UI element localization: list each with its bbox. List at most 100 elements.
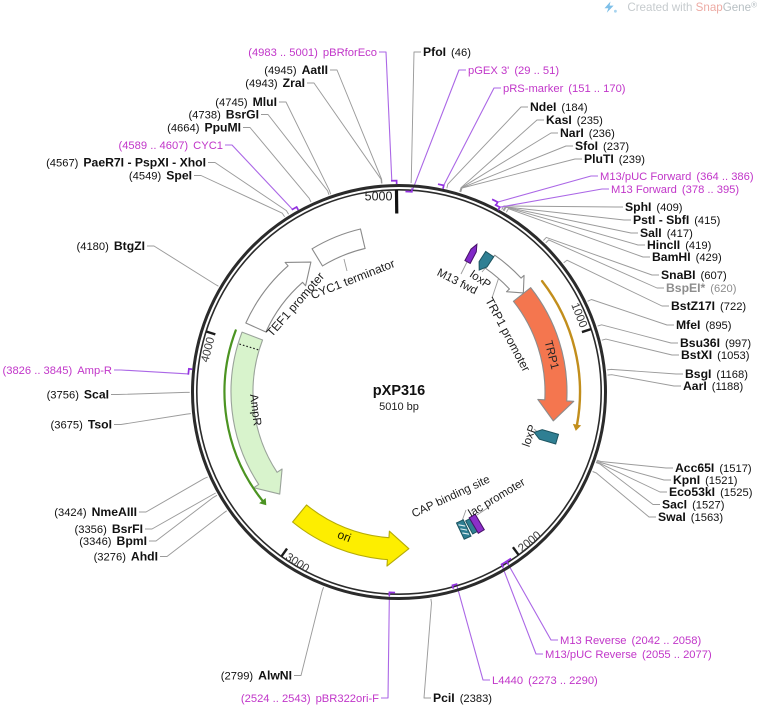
callout-line-M13/pUC Reverse [501, 564, 543, 655]
callout-line-pBR322ori-F [381, 592, 390, 699]
label-PstI - SbfI[interactable]: PstI - SbfI (415) [633, 213, 721, 227]
primer-mark-M13 Forward[interactable] [494, 203, 501, 211]
feature-TEF1-promoter[interactable] [245, 261, 312, 333]
label-BsrGI[interactable]: (4738) BsrGI [188, 108, 259, 122]
callout-line-Bsu36I [597, 324, 678, 344]
primer-mark-pGEX 3'[interactable] [405, 188, 413, 193]
callout-line-M13 Forward [499, 188, 609, 208]
label-AlwNI[interactable]: (2799) AlwNI [221, 669, 292, 683]
feature-loxP-1[interactable] [478, 250, 495, 271]
label-BtgZI[interactable]: (4180) BtgZI [77, 239, 145, 253]
label-pRS-marker[interactable]: pRS-marker (151 .. 170) [503, 83, 626, 95]
label-PluTI[interactable]: PluTI (239) [584, 152, 645, 166]
primer-mark-CYC1[interactable] [291, 205, 300, 211]
label-Eco53kI[interactable]: Eco53kI (1525) [669, 485, 753, 499]
label-NarI[interactable]: NarI (236) [560, 126, 615, 140]
label-M13/pUC Forward[interactable]: M13/pUC Forward (364 .. 386) [600, 171, 754, 183]
primer-mark-M13/pUC Forward[interactable] [491, 198, 499, 206]
label-MfeI[interactable]: MfeI (895) [676, 318, 732, 332]
label-HincII[interactable]: HincII (419) [647, 238, 712, 252]
label-BpmI[interactable]: (3346) BpmI [79, 534, 147, 548]
callout-line-PpuMI [243, 127, 312, 203]
feature-AmpR-gene-arc[interactable] [223, 329, 264, 502]
callout-line-BstZ17I [563, 259, 669, 307]
label-AatII[interactable]: (4945) AatII [264, 63, 328, 77]
label-KpnI[interactable]: KpnI (1521) [673, 473, 738, 487]
callout-line-L4440 [455, 584, 490, 681]
CYC1-terminator-connector [343, 258, 348, 272]
label-SphI[interactable]: SphI (409) [625, 200, 683, 214]
callout-line-M13/pUC Forward [497, 175, 598, 203]
label-SfoI[interactable]: SfoI (237) [575, 139, 629, 153]
feature-AmpR[interactable] [230, 331, 283, 495]
primer-mark-pBRforEco[interactable] [390, 179, 398, 185]
label-KasI[interactable]: KasI (235) [546, 113, 603, 127]
label-pGEX 3'[interactable]: pGEX 3' (29 .. 51) [468, 65, 559, 77]
label-AhdI[interactable]: (3276) AhdI [94, 550, 158, 564]
label-SnaBI[interactable]: SnaBI (607) [661, 268, 727, 282]
feature-M13-fwd-primer[interactable] [464, 243, 478, 265]
label-CYC1[interactable]: (4589 .. 4607) CYC1 [118, 140, 223, 152]
label-BsgI[interactable]: BsgI (1168) [685, 367, 748, 381]
label-BstZ17I[interactable]: BstZ17I (722) [671, 299, 746, 313]
label-M13/pUC Reverse[interactable]: M13/pUC Reverse (2055 .. 2077) [545, 649, 712, 661]
callout-lines-layer [111, 51, 683, 699]
label-NdeI[interactable]: NdeI (184) [530, 100, 588, 114]
feature-CYC1-terminator[interactable] [311, 228, 366, 267]
label-MluI[interactable]: (4745) MluI [215, 95, 277, 109]
primer-mark-Amp-R[interactable] [187, 367, 193, 375]
label-BamHI[interactable]: BamHI (429) [652, 250, 722, 264]
feature-lac-promoter[interactable] [468, 513, 485, 534]
callout-line-PfoI [410, 51, 421, 184]
primer-mark-M13 Reverse[interactable] [505, 557, 512, 565]
label-PfoI[interactable]: PfoI (46) [423, 45, 471, 59]
feature-TRP1-gene-arc[interactable] [540, 279, 582, 426]
label-pBR322ori-F[interactable]: (2524 .. 2543) pBR322ori-F [241, 693, 379, 705]
feature-AmpR-gene-arc-head [259, 497, 267, 506]
label-PaeR7I - PspXI - XhoI[interactable]: (4567) PaeR7I - PspXI - XhoI [46, 156, 206, 170]
feature-loxP-2[interactable] [533, 429, 560, 445]
label-PciI[interactable]: PciI (2383) [433, 691, 492, 705]
label-NmeAIII[interactable]: (3424) NmeAIII [54, 505, 137, 519]
callout-line-AlwNI [294, 587, 325, 676]
primer-mark-M13/pUC Reverse[interactable] [500, 560, 507, 568]
feature-CAP-binding-site-hatch [462, 532, 470, 535]
label-M13 Reverse[interactable]: M13 Reverse (2042 .. 2058) [560, 635, 701, 647]
label-BspEI*[interactable]: BspEI* (620) [666, 281, 737, 295]
label-SpeI[interactable]: (4549) SpeI [129, 169, 192, 183]
label-SalI[interactable]: SalI (417) [640, 226, 693, 240]
primer-mark-L4440[interactable] [451, 583, 458, 589]
ori-label[interactable]: ori [336, 527, 353, 545]
label-SacI[interactable]: SacI (1527) [662, 498, 725, 512]
label-Bsu36I[interactable]: Bsu36I (997) [680, 336, 751, 350]
feature-ori[interactable] [292, 504, 410, 567]
label-ZraI[interactable]: (4943) ZraI [245, 76, 305, 90]
AmpR-label[interactable]: AmpR [247, 393, 263, 426]
callout-line-pGEX 3' [411, 69, 466, 192]
label-BsrFI[interactable]: (3356) BsrFI [75, 522, 144, 536]
label-PpuMI[interactable]: (4664) PpuMI [167, 121, 241, 135]
label-BstXI[interactable]: BstXI (1053) [681, 348, 750, 362]
label-AarI[interactable]: AarI (1188) [683, 379, 744, 393]
primer-mark-pRS-marker[interactable] [437, 183, 445, 189]
label-Acc65I[interactable]: Acc65I (1517) [675, 461, 752, 475]
callout-line-MluI [279, 101, 332, 195]
label-ScaI[interactable]: (3756) ScaI [47, 388, 109, 402]
label-TsoI[interactable]: (3675) TsoI [51, 418, 113, 432]
plasmid-name: pXP316 [373, 383, 425, 399]
label-Amp-R[interactable]: (3826 .. 3845) Amp-R [3, 365, 112, 377]
label-L4440[interactable]: L4440 (2273 .. 2290) [492, 675, 598, 687]
primer-mark-pBR322ori-F[interactable] [388, 591, 396, 596]
backbone-ring-layer [191, 184, 607, 600]
callout-line-SnaBI [543, 236, 659, 276]
label-SwaI[interactable]: SwaI (1563) [658, 510, 723, 524]
feature-TRP1[interactable] [512, 287, 575, 422]
label-M13 Forward[interactable]: M13 Forward (378 .. 395) [611, 184, 739, 196]
snapgene-icon-dot [614, 9, 617, 13]
label-pBRforEco[interactable]: (4983 .. 5001) pBRforEco [248, 47, 377, 59]
feature-TRP1-promoter[interactable] [485, 254, 525, 294]
tick-1000 [581, 327, 592, 334]
tick-4000 [205, 330, 216, 336]
watermark-group: Created with SnapGene® [604, 1, 757, 14]
